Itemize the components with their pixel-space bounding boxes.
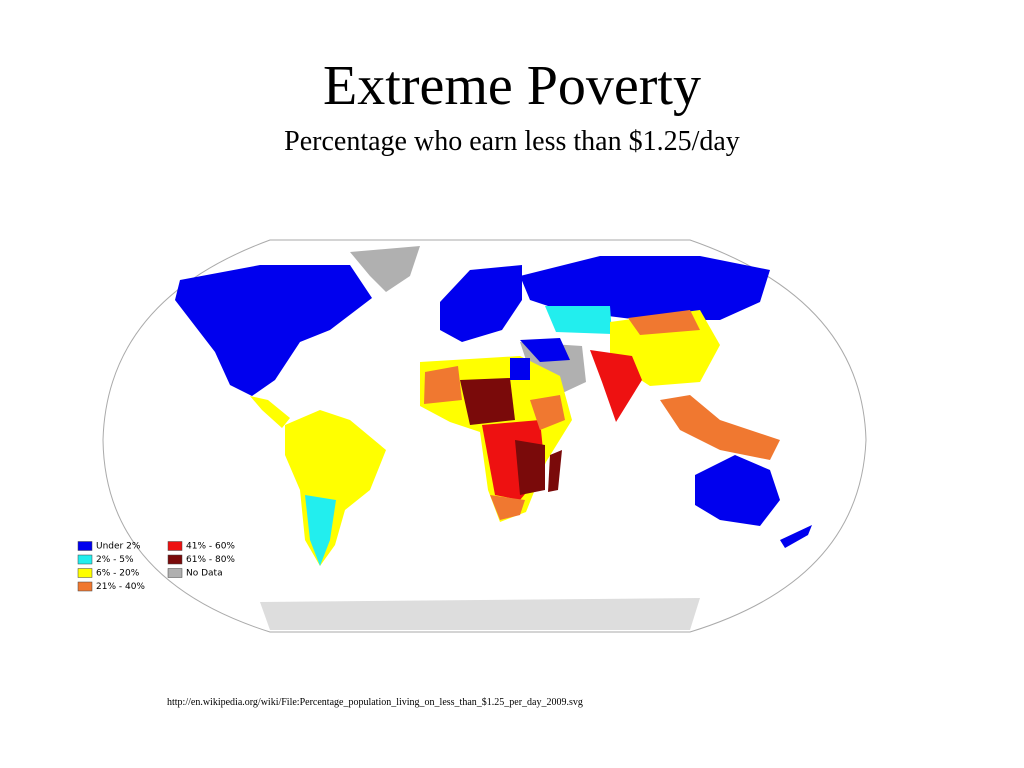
new-zealand: [780, 525, 812, 548]
ethiopia: [530, 395, 565, 430]
legend-swatch: [77, 541, 93, 551]
south-africa: [490, 495, 525, 520]
legend-swatch: [167, 541, 183, 551]
legend-swatch: [167, 554, 183, 565]
legend-label: Under 2%: [96, 542, 141, 552]
greenland: [350, 246, 420, 292]
legend-label: No Data: [186, 569, 223, 579]
south-cone: [305, 495, 336, 566]
legend-label: 2% - 5%: [96, 555, 134, 565]
title: Extreme Poverty: [323, 55, 701, 117]
legend-swatch: [167, 568, 183, 578]
legend-label: 61% - 80%: [186, 555, 235, 565]
central-america: [250, 396, 290, 428]
legend-label: 41% - 60%: [186, 542, 235, 552]
southeast-asia: [660, 395, 780, 460]
source-url: http://en.wikipedia.org/wiki/File:Percen…: [167, 697, 583, 708]
legend-swatch: [77, 581, 93, 592]
legend-swatch: [77, 568, 93, 578]
east-africa: [515, 440, 545, 495]
iran: [520, 338, 570, 362]
sahel: [460, 378, 515, 425]
antarctica: [260, 598, 700, 630]
legend: Under 2% 2% - 5% 6% - 20% 21% - 40% 41% - 60…: [77, 541, 235, 592]
central-asia: [545, 306, 612, 334]
legend-swatch: [77, 554, 93, 565]
australia: [695, 455, 780, 526]
legend-label: 21% - 40%: [96, 582, 145, 592]
legend-label: 6% - 20%: [96, 569, 140, 579]
europe: [440, 265, 522, 342]
egypt: [510, 358, 530, 380]
west-africa: [424, 366, 462, 404]
russia: [520, 256, 770, 320]
india: [590, 350, 642, 422]
madagascar: [548, 450, 562, 492]
mongolia: [628, 310, 700, 335]
subtitle: Percentage who earn less than $1.25/day: [284, 126, 740, 157]
north-america: [175, 265, 372, 396]
